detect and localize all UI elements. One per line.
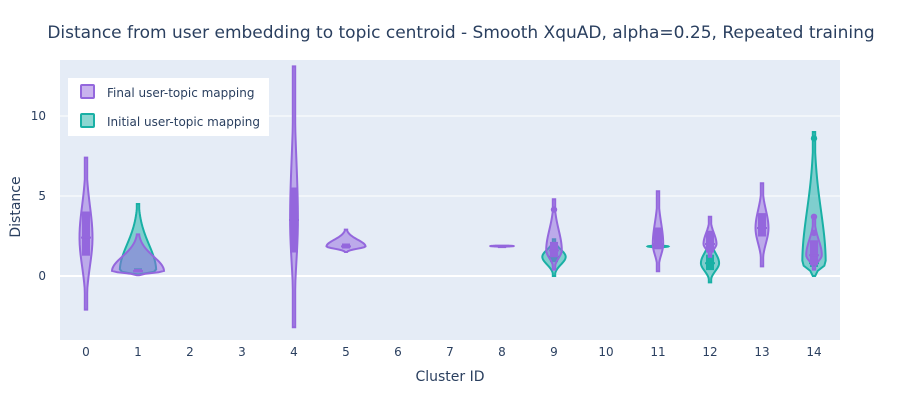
x-tick-label: 13 bbox=[754, 345, 769, 359]
y-tick-label: 0 bbox=[38, 269, 46, 283]
violin-layer bbox=[78, 65, 827, 329]
series-final bbox=[78, 65, 823, 329]
x-tick-label: 0 bbox=[82, 345, 90, 359]
x-tick-label: 5 bbox=[342, 345, 350, 359]
x-tick-label: 11 bbox=[650, 345, 665, 359]
x-tick-label: 1 bbox=[134, 345, 142, 359]
outlier-point-final[interactable] bbox=[810, 213, 818, 220]
legend-item-initial[interactable]: Initial user-topic mapping bbox=[80, 113, 260, 129]
legend-background bbox=[68, 78, 269, 136]
y-tick-labels: 0 5 10 bbox=[31, 109, 46, 283]
legend-label-final: Final user-topic mapping bbox=[107, 86, 254, 100]
outlier-point-final[interactable] bbox=[550, 206, 558, 213]
x-tick-label: 2 bbox=[186, 345, 194, 359]
x-tick-label: 14 bbox=[806, 345, 821, 359]
legend: Final user-topic mapping Initial user-to… bbox=[68, 78, 269, 136]
x-tick-label: 7 bbox=[446, 345, 454, 359]
x-tick-label: 8 bbox=[498, 345, 506, 359]
iqr-box-final-13 bbox=[758, 213, 766, 237]
y-axis-label: Distance bbox=[8, 176, 24, 237]
iqr-box-final-12 bbox=[706, 230, 714, 253]
iqr-box-final-0 bbox=[82, 211, 90, 256]
legend-label-initial: Initial user-topic mapping bbox=[107, 115, 260, 129]
x-tick-label: 4 bbox=[290, 345, 298, 359]
chart-title: Distance from user embedding to topic ce… bbox=[47, 23, 874, 43]
iqr-box-final-11 bbox=[654, 227, 662, 250]
violin-final-5[interactable] bbox=[325, 228, 367, 253]
iqr-box-final-14 bbox=[810, 240, 818, 266]
x-axis-label: Cluster ID bbox=[415, 369, 484, 385]
x-tick-label: 6 bbox=[394, 345, 402, 359]
y-tick-label: 10 bbox=[31, 109, 46, 123]
violin-initial-14[interactable] bbox=[801, 131, 827, 277]
x-tick-labels: 0 1 2 3 4 5 6 7 8 9 10 11 12 13 14 bbox=[82, 345, 821, 359]
y-tick-label: 5 bbox=[38, 189, 46, 203]
x-tick-label: 12 bbox=[702, 345, 717, 359]
outlier-point-initial[interactable] bbox=[810, 135, 818, 142]
x-tick-label: 9 bbox=[550, 345, 558, 359]
x-tick-label: 10 bbox=[598, 345, 613, 359]
violin-final-1[interactable] bbox=[110, 233, 166, 277]
outlier-point-final[interactable] bbox=[810, 229, 818, 236]
legend-swatch-final bbox=[80, 84, 95, 99]
legend-swatch-initial bbox=[80, 113, 95, 128]
x-tick-label: 3 bbox=[238, 345, 246, 359]
legend-item-final[interactable]: Final user-topic mapping bbox=[80, 84, 254, 100]
